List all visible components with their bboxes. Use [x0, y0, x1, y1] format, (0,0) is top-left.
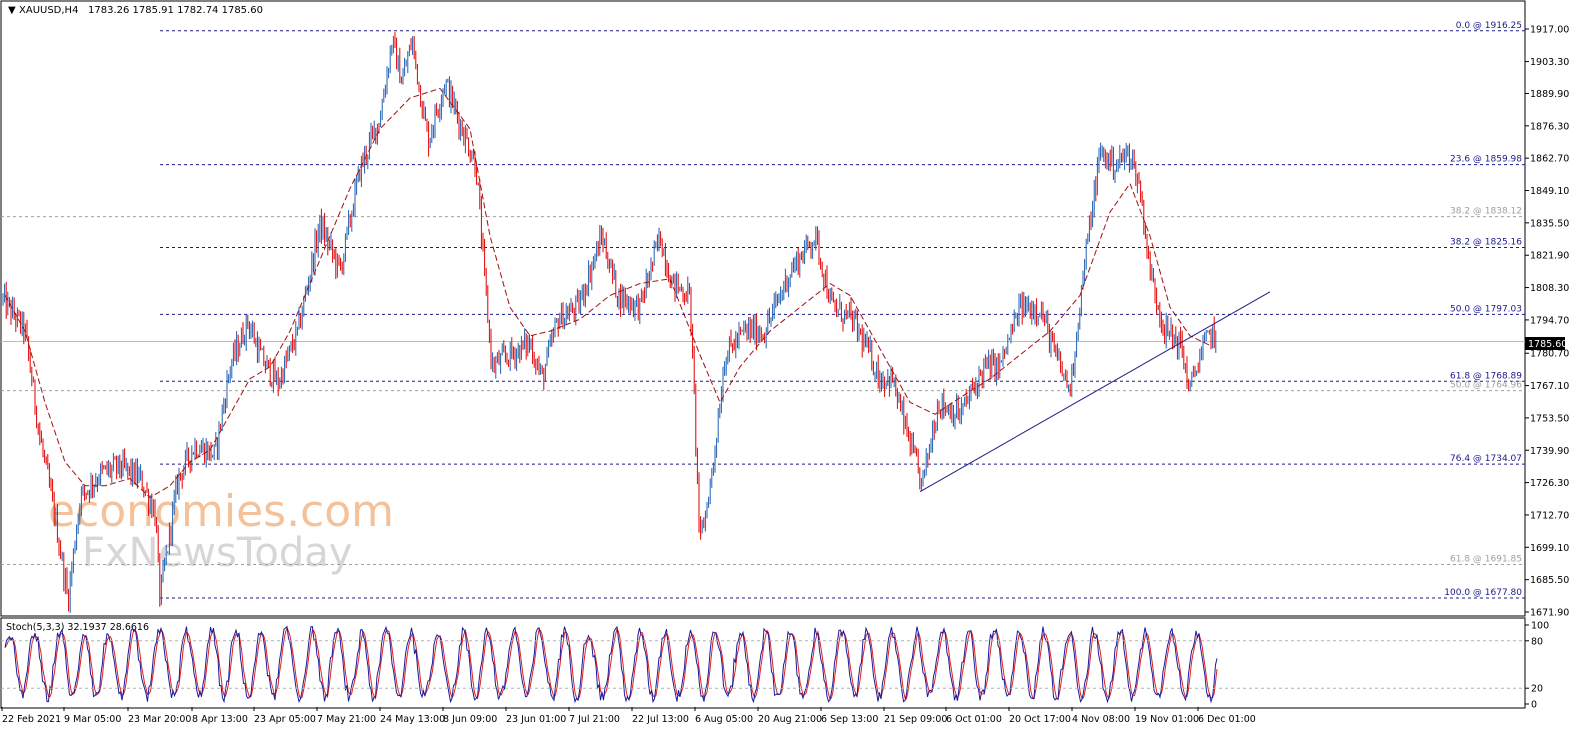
stochastic-tick-label: 0	[1531, 700, 1537, 711]
price-axis: 1917.00 1903.30 1889.90 1876.30 1862.70 1849.…	[1525, 25, 1569, 619]
time-tick-label: 6 Dec 01:00	[1198, 714, 1256, 725]
price-tick-label: 1862.70	[1530, 154, 1569, 165]
time-tick-label: 8 Jun 09:00	[443, 714, 497, 725]
price-tick-label: 1685.50	[1530, 575, 1569, 586]
price-tick-label: 1889.90	[1530, 89, 1569, 100]
stochastic-tick-label: 100	[1531, 621, 1549, 632]
fib-minor-label: 61.8 @ 1691.85	[1450, 555, 1522, 565]
time-tick-label: 4 Nov 08:00	[1072, 714, 1130, 725]
price-tick-label: 1753.50	[1530, 413, 1569, 424]
stochastic-main-line	[4, 625, 1218, 704]
time-tick-label: 23 Apr 05:00	[254, 714, 316, 725]
price-tick-label: 1712.70	[1530, 510, 1569, 521]
time-tick-label: 7 Jul 21:00	[569, 714, 620, 725]
time-tick-label: 8 Apr 13:00	[192, 714, 248, 725]
time-tick-label: 23 Jun 01:00	[506, 714, 566, 725]
fib-level-label: 76.4 @ 1734.07	[1450, 454, 1522, 464]
fib-level-label: 23.6 @ 1859.98	[1450, 155, 1522, 165]
price-tick-label: 1767.10	[1530, 381, 1569, 392]
fib-level-label: 0.0 @ 1916.25	[1456, 21, 1522, 31]
fib-level-label: 100.0 @ 1677.80	[1444, 588, 1522, 598]
moving-average	[4, 87, 1211, 499]
fib-level-label: 50.0 @ 1797.03	[1450, 304, 1522, 314]
time-tick-label: 19 Nov 01:00	[1135, 714, 1199, 725]
fib-level-label: 38.2 @ 1825.16	[1450, 237, 1522, 247]
current-price-tag	[1525, 337, 1565, 350]
time-tick-label: 24 May 13:00	[380, 714, 445, 725]
price-tick-label: 1739.90	[1530, 446, 1569, 457]
stochastic-oscillator	[4, 625, 1218, 704]
trendline-layer	[919, 291, 1271, 493]
price-tick-label: 1849.10	[1530, 186, 1569, 197]
moving-average-line	[4, 87, 1211, 499]
time-tick-label: 22 Jul 13:00	[632, 714, 689, 725]
price-tick-label: 1808.30	[1530, 283, 1569, 294]
price-tick-label: 1699.10	[1530, 543, 1569, 554]
candlesticks	[2, 32, 1217, 613]
fib-level-label: 61.8 @ 1768.89	[1450, 371, 1522, 381]
price-tick-label: 1821.90	[1530, 251, 1569, 262]
time-tick-label: 23 Mar 20:00	[128, 714, 191, 725]
price-tick-label: 1876.30	[1530, 121, 1569, 132]
watermark-logo-top: economies.com	[48, 486, 394, 537]
time-tick-label: 9 Mar 05:00	[64, 714, 121, 725]
current-price-tag-label: 1785.60	[1528, 339, 1567, 350]
stochastic-signal-line	[4, 626, 1218, 702]
price-tick-label: 1835.50	[1530, 218, 1569, 229]
symbol-label: XAUUSD,H4	[19, 5, 78, 16]
price-tick-label: 1671.90	[1530, 608, 1569, 619]
chart-menu-arrow-icon[interactable]: ▼	[8, 5, 16, 16]
ohlc-label: 1783.26 1785.91 1782.74 1785.60	[88, 5, 263, 16]
time-tick-label: 6 Sep 13:00	[821, 714, 878, 725]
price-tick-label: 1917.00	[1530, 25, 1569, 36]
time-tick-label: 22 Feb 2021	[2, 714, 61, 725]
watermark-logo-bottom: FxNewsToday	[82, 530, 352, 576]
time-tick-label: 7 May 21:00	[317, 714, 376, 725]
stochastic-title: Stoch(5,3,3) 32.1937 28.6616	[6, 622, 149, 633]
ascending-trendline	[919, 291, 1271, 493]
time-tick-label: 21 Sep 09:00	[884, 714, 947, 725]
fib-minor-label: 38.2 @ 1838.12	[1450, 207, 1522, 217]
stochastic-tick-label: 80	[1531, 636, 1543, 647]
fib-minor-label: 50.0 @ 1764.96	[1450, 381, 1522, 391]
time-tick-label: 20 Oct 17:00	[1009, 714, 1071, 725]
time-tick-label: 6 Aug 05:00	[695, 714, 753, 725]
price-panel-frame	[0, 0, 1526, 617]
price-tick-label: 1726.30	[1530, 478, 1569, 489]
time-axis: 22 Feb 2021 9 Mar 05:00 23 Mar 20:00 8 Apr …	[1, 707, 1256, 725]
time-tick-label: 6 Oct 01:00	[946, 714, 1002, 725]
stochastic-axis: 100 80 20 0	[1, 621, 1549, 711]
price-tick-label: 1903.30	[1530, 57, 1569, 68]
price-tick-label: 1794.70	[1530, 315, 1569, 326]
time-tick-label: 20 Aug 21:00	[758, 714, 822, 725]
price-tick-label: 1780.70	[1530, 349, 1569, 360]
stochastic-tick-label: 20	[1531, 684, 1543, 695]
fibonacci-levels: 0.0 @ 1916.25 23.6 @ 1859.98 38.2 @ 1825.1…	[1, 21, 1525, 599]
